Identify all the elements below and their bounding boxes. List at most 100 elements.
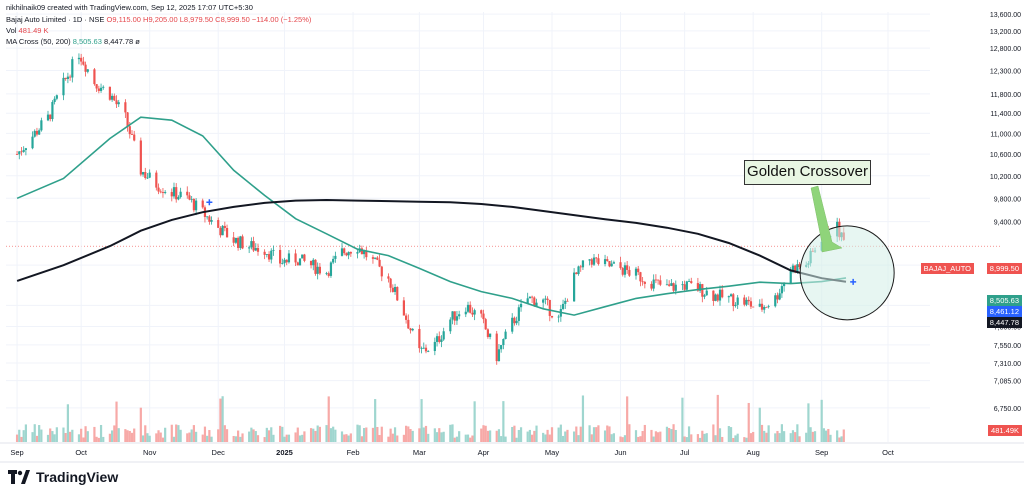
candle-body: [528, 296, 531, 299]
volume-bar: [458, 431, 461, 442]
volume-bar: [374, 399, 377, 442]
candle-body: [285, 259, 288, 263]
volume-bar: [489, 430, 492, 442]
volume-bar: [838, 437, 841, 442]
candle-body: [544, 298, 547, 300]
volume-bar: [721, 436, 724, 442]
volume-bar: [389, 428, 392, 442]
candle-body: [433, 341, 436, 351]
volume-bar: [519, 427, 523, 442]
volume-bar: [97, 437, 100, 442]
ma200-line: [16, 198, 847, 283]
volume-bar: [670, 429, 673, 442]
candle-body: [20, 151, 23, 153]
volume-bar: [340, 431, 344, 442]
candle-body: [422, 347, 425, 349]
candle-body: [495, 333, 498, 362]
candle-body: [223, 225, 226, 229]
candle-body: [500, 345, 503, 350]
eye-slash-icon[interactable]: ø: [135, 37, 140, 46]
x-tick-label: Feb: [347, 448, 360, 457]
volume-bar: [544, 434, 547, 442]
volume-bar: [464, 434, 467, 442]
volume-bar: [188, 432, 191, 442]
volume-bar: [513, 425, 516, 442]
candle-body: [776, 295, 779, 300]
volume-bar: [535, 425, 538, 442]
candle-body: [703, 295, 706, 297]
ma-cross-legend[interactable]: MA Cross (50, 200) 8,505.63 8,447.78 ø: [6, 37, 140, 46]
candle-body: [535, 302, 538, 306]
volume-bar: [281, 426, 284, 442]
candle-body: [690, 281, 693, 284]
volume-bar: [159, 432, 162, 442]
candle-body: [727, 296, 730, 298]
volume-bar: [760, 424, 764, 442]
candle-body: [55, 95, 58, 99]
candle-body: [294, 253, 297, 263]
volume-bar: [466, 434, 470, 442]
candle-body: [619, 262, 622, 269]
volume-bar: [203, 426, 207, 442]
volume-bar: [486, 430, 489, 442]
volume-bar: [287, 434, 291, 442]
candle-body: [471, 312, 474, 315]
candle-body: [349, 251, 352, 254]
volume-bar: [449, 424, 452, 442]
volume-bar: [424, 425, 428, 442]
candle-body: [531, 296, 534, 298]
symbol-name[interactable]: Bajaj Auto Limited · 1D · NSE: [6, 15, 105, 24]
volume-bar: [612, 433, 615, 442]
candle-body: [18, 151, 21, 155]
candle-body: [420, 348, 423, 349]
volume-bar: [665, 426, 669, 442]
volume-bar: [294, 432, 297, 442]
candle-body: [312, 259, 315, 266]
candle-body: [435, 336, 439, 342]
candle-body: [157, 187, 160, 192]
volume-bar: [840, 436, 843, 442]
volume-bar: [842, 429, 845, 442]
candle-body: [225, 228, 229, 238]
candle-body: [588, 259, 591, 261]
volume-bar: [566, 429, 569, 442]
volume-bar: [314, 430, 317, 442]
volume-bar: [703, 433, 706, 442]
volume-bar: [225, 429, 229, 442]
candle-body: [221, 225, 224, 236]
x-tick-label: Jul: [680, 448, 690, 457]
candle-body: [752, 306, 755, 308]
tradingview-logo[interactable]: TradingView: [8, 469, 118, 485]
candle-body: [139, 140, 142, 175]
volume-bar: [687, 426, 691, 442]
volume-bar: [133, 428, 136, 442]
candle-body: [504, 331, 507, 340]
volume-bar: [729, 427, 733, 442]
candle-body: [130, 134, 134, 135]
candle-body: [774, 295, 777, 307]
volume-bar: [115, 401, 118, 442]
ma50-price-tag: 8,505.63: [986, 295, 1022, 306]
candle-body: [316, 266, 319, 274]
volume-bar: [248, 431, 251, 442]
volume-bar: [254, 431, 257, 442]
candle-body: [301, 254, 304, 259]
candle-body: [283, 259, 286, 264]
golden-cross-marker-icon: [850, 278, 857, 285]
volume-bar: [15, 434, 19, 442]
volume-bar: [712, 424, 715, 442]
candle-body: [239, 236, 242, 248]
candle-body: [219, 227, 222, 236]
volume-bar: [533, 430, 536, 442]
candle-body: [743, 297, 746, 305]
volume-bar: [327, 396, 330, 442]
volume-bar: [654, 431, 657, 442]
candle-body: [657, 279, 660, 281]
volume-bar: [517, 429, 520, 442]
volume-legend[interactable]: Vol 481.49 K: [6, 26, 49, 35]
y-tick-label: 6,750.00: [994, 406, 1021, 413]
volume-bar: [130, 432, 134, 442]
candle-body: [298, 258, 302, 266]
candle-body: [778, 293, 781, 300]
